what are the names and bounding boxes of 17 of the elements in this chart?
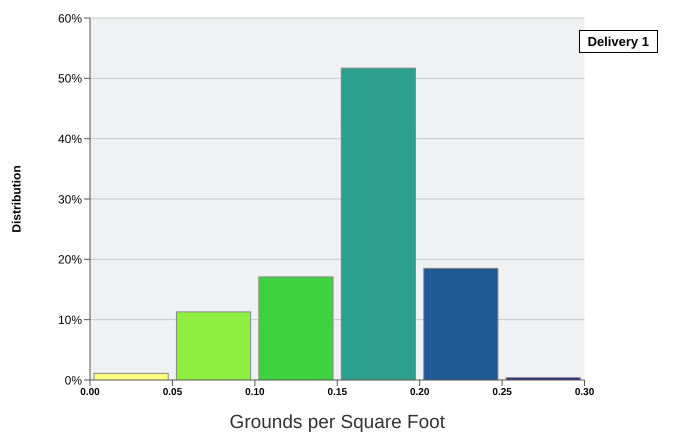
y-axis-title: Distribution: [9, 165, 24, 233]
x-tick-label: 0.20: [410, 387, 430, 398]
y-tick-label: 50%: [58, 72, 82, 86]
x-tick-label: 0.30: [574, 387, 595, 398]
y-tick-label: 30%: [58, 192, 82, 206]
y-tick-label: 40%: [58, 132, 82, 146]
x-tick-label: 0.10: [245, 387, 266, 398]
y-tick-label: 10%: [58, 312, 82, 327]
y-tick-label: 0%: [64, 373, 82, 388]
x-tick-label: 0.00: [80, 387, 100, 398]
x-tick-label: 0.15: [328, 387, 348, 398]
x-tick-label: 0.05: [162, 387, 183, 398]
x-axis-title: Grounds per Square Foot: [230, 412, 446, 433]
text: Delivery 1: [578, 30, 658, 53]
y-tick-label: 60%: [58, 11, 82, 26]
x-tick-label: 0.25: [492, 387, 512, 398]
y-tick-label: 20%: [58, 252, 82, 267]
